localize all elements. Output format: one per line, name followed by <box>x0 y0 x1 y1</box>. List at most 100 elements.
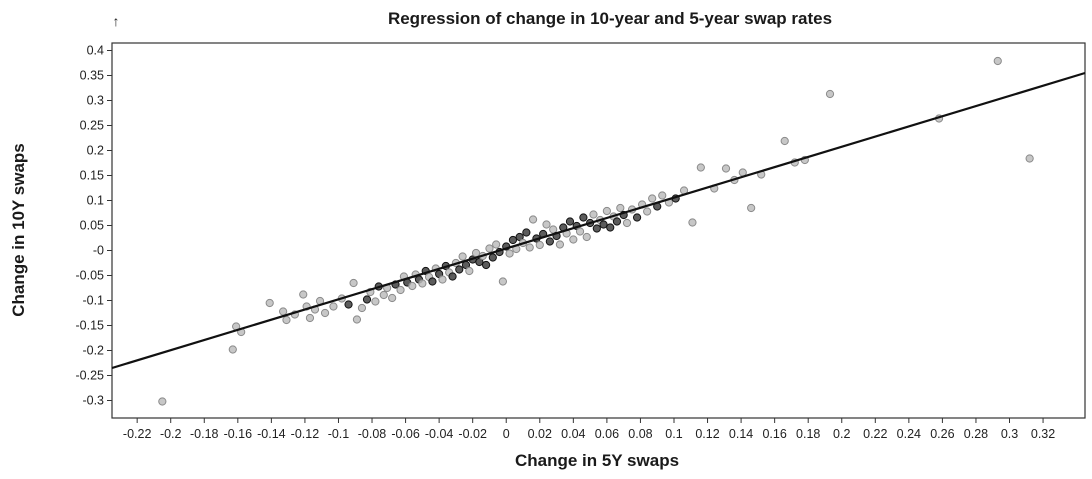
x-tick-label: -0.06 <box>391 427 420 441</box>
x-tick-label: 0.14 <box>729 427 753 441</box>
x-axis: -0.22 -0.2 -0.18 -0.16 -0.14 -0.12 -0.1 -0.08 -0… <box>123 418 1055 441</box>
scatter-point <box>458 252 467 261</box>
y-tick-label: 0.15 <box>80 169 104 183</box>
x-tick-label: -0.22 <box>123 427 152 441</box>
scatter-point <box>158 397 167 406</box>
scatter-point <box>542 220 551 229</box>
scatter-point <box>606 223 615 232</box>
x-tick-label: -0.2 <box>160 427 182 441</box>
scatter-point <box>508 235 518 245</box>
scatter-point <box>545 237 554 246</box>
scatter-point <box>408 281 417 291</box>
scatter-point <box>522 228 531 237</box>
scatter-point <box>428 277 437 286</box>
scatter-point <box>579 213 588 222</box>
scatter-point <box>371 297 380 306</box>
x-tick-label: 0.04 <box>561 427 585 441</box>
y-axis-label: Change in 10Y swaps <box>9 143 28 317</box>
x-tick-label: -0.04 <box>425 427 454 441</box>
y-tick-label: 0.2 <box>87 144 104 158</box>
scatter-point <box>535 240 544 250</box>
scatter-point <box>396 285 405 295</box>
scatter-point <box>438 275 447 284</box>
x-tick-label: 0.28 <box>964 427 988 441</box>
scatter-point <box>589 210 598 219</box>
scatter-point <box>525 243 534 252</box>
scatter-point <box>418 279 427 288</box>
scatter-point <box>825 89 835 99</box>
x-tick-label: 0.18 <box>796 427 820 441</box>
scatter-point <box>471 248 481 258</box>
x-tick-label: 0.08 <box>628 427 652 441</box>
scatter-point <box>352 315 362 324</box>
scatter-point <box>488 253 497 262</box>
scatter-point <box>498 277 507 286</box>
scatter-point <box>465 266 474 276</box>
y-tick-label: 0.35 <box>80 69 104 83</box>
scatter-point <box>492 240 501 249</box>
scatter-point <box>299 290 308 299</box>
x-tick-label: 0.32 <box>1031 427 1055 441</box>
scatter-point <box>475 257 484 267</box>
scatter-point <box>602 206 611 216</box>
scatter-point <box>379 290 388 300</box>
x-tick-label: -0.1 <box>328 427 350 441</box>
y-tick-label: -0.2 <box>82 344 104 358</box>
scatter-point <box>482 260 491 270</box>
x-tick-label: 0.26 <box>930 427 954 441</box>
y-tick-label: -0.15 <box>76 319 105 333</box>
x-tick-label: -0.12 <box>291 427 320 441</box>
y-tick-label: 0.3 <box>87 94 104 108</box>
scatter-point <box>282 315 291 325</box>
scatter-point <box>648 194 657 203</box>
regression-line <box>111 71 1086 370</box>
x-tick-label: -0.18 <box>190 427 219 441</box>
scatter-point <box>582 232 591 242</box>
scatter-point <box>305 313 315 323</box>
scatter-point <box>599 220 608 229</box>
scatter-point <box>388 293 397 303</box>
scatter-point <box>616 203 625 213</box>
scatter-point <box>228 345 237 354</box>
scatter-point <box>612 217 622 226</box>
y-tick-label: -0.05 <box>76 269 105 283</box>
x-tick-label: -0.02 <box>458 427 487 441</box>
scatter-point <box>993 56 1002 66</box>
scatter-point <box>747 203 756 213</box>
scatter-point <box>329 302 338 311</box>
scatter-point <box>658 191 667 200</box>
x-tick-label: -0.08 <box>358 427 387 441</box>
chart-title: Regression of change in 10-year and 5-ye… <box>388 9 832 28</box>
x-tick-label: 0.3 <box>1001 427 1018 441</box>
scatter-point <box>279 307 288 316</box>
scatter-point <box>320 308 330 318</box>
scatter-point <box>721 164 731 173</box>
scatter-point <box>632 213 642 222</box>
x-tick-label: -0.14 <box>257 427 286 441</box>
scatter-point <box>505 249 514 258</box>
x-tick-label: 0.2 <box>833 427 850 441</box>
y-tick-label: -0.25 <box>76 369 105 383</box>
scatter-point <box>780 136 789 146</box>
scatter-point <box>1025 154 1034 163</box>
scatter-point <box>569 235 578 244</box>
scatter-point <box>485 244 494 253</box>
x-tick-label: 0.24 <box>897 427 921 441</box>
y-axis: 0.4 0.35 0.3 0.25 0.2 0.15 0.1 0.05 -0 -0.05 -0.1 -… <box>76 44 112 408</box>
scatter-point <box>696 163 705 172</box>
x-tick-label: 0.22 <box>863 427 887 441</box>
scatter-point <box>528 215 538 224</box>
scatter-point <box>622 218 632 228</box>
scatter-point <box>688 218 697 227</box>
scatter-point <box>575 227 585 236</box>
corner-arrow-glyph: ↑ <box>113 13 120 29</box>
scatter-point <box>515 232 524 242</box>
y-tick-label: -0.3 <box>82 394 104 408</box>
y-tick-label: 0.25 <box>80 119 104 133</box>
y-tick-label: -0 <box>93 244 104 258</box>
scatter-point <box>448 272 457 281</box>
scatter-point <box>555 240 565 249</box>
scatter-point <box>592 224 601 233</box>
